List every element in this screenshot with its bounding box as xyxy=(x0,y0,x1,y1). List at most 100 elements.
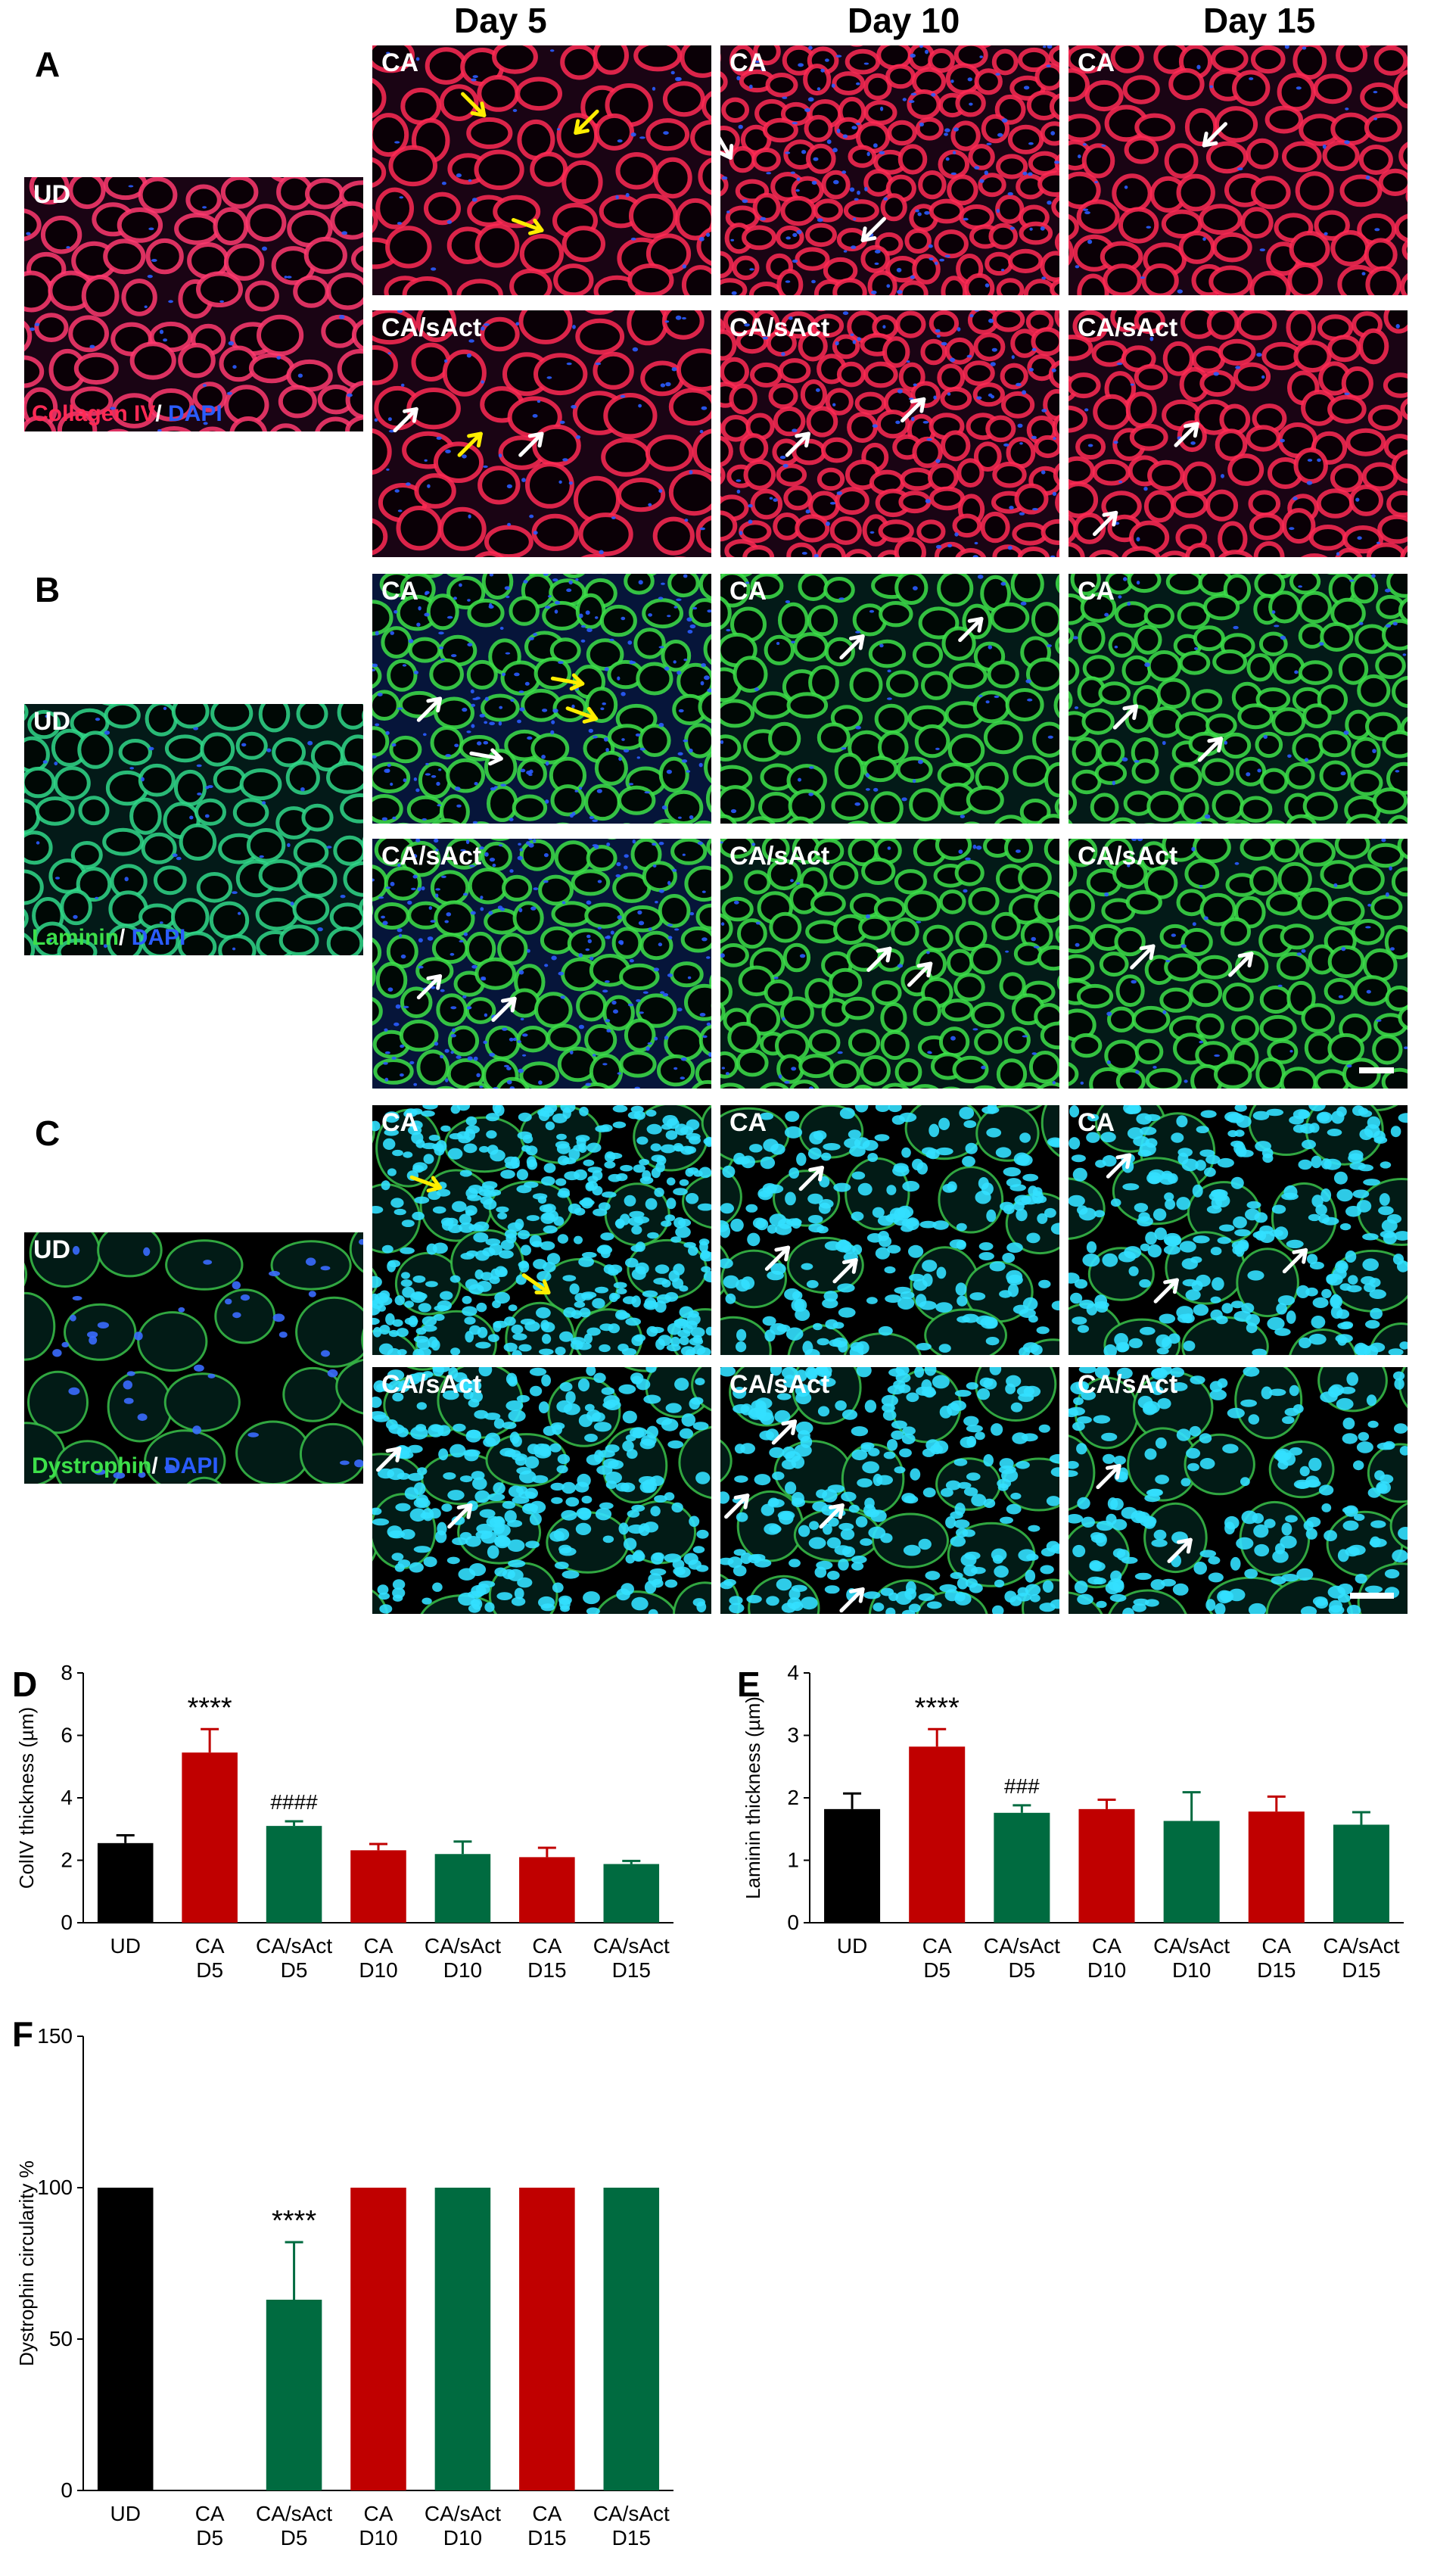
nucleus xyxy=(400,383,405,387)
fiber xyxy=(372,726,390,757)
nucleus xyxy=(1376,541,1380,544)
nucleus xyxy=(203,422,208,425)
nucleus xyxy=(947,1403,960,1416)
nucleus xyxy=(1380,1230,1395,1238)
nucleus xyxy=(880,1533,893,1543)
fiber xyxy=(372,762,411,793)
y-tick-label: 2 xyxy=(61,1849,73,1872)
nucleus xyxy=(823,1523,832,1535)
bar xyxy=(519,1857,575,1923)
nucleus xyxy=(459,1170,472,1177)
nucleus xyxy=(1076,1416,1092,1424)
fiber xyxy=(873,897,907,921)
nucleus xyxy=(823,1143,841,1151)
fiber xyxy=(1092,459,1131,486)
fiber xyxy=(848,821,869,824)
nucleus xyxy=(494,1291,510,1304)
nucleus xyxy=(875,1247,890,1260)
nucleus xyxy=(661,1220,672,1227)
nucleus xyxy=(1271,1204,1286,1214)
fiber xyxy=(817,722,851,753)
fiber xyxy=(213,765,247,793)
arrow-icon xyxy=(832,1258,858,1284)
nucleus xyxy=(583,1591,600,1605)
nucleus xyxy=(1171,1132,1184,1143)
nucleus xyxy=(1181,1258,1198,1270)
fiber xyxy=(1212,649,1248,674)
nucleus xyxy=(434,839,439,843)
nucleus xyxy=(609,638,614,641)
nucleus xyxy=(1000,1516,1013,1524)
nucleus xyxy=(1230,1300,1244,1309)
nucleus xyxy=(502,1500,516,1509)
nucleus xyxy=(966,1425,983,1433)
nucleus xyxy=(556,1400,573,1413)
nucleus xyxy=(1162,1010,1167,1014)
fiber xyxy=(720,251,734,279)
nucleus xyxy=(1394,1231,1408,1241)
x-tick-label: CA xyxy=(364,1934,393,1958)
nucleus xyxy=(1139,1126,1157,1135)
nucleus xyxy=(967,77,972,82)
nucleus xyxy=(546,1253,561,1265)
nucleus xyxy=(241,743,247,747)
nucleus xyxy=(1168,1333,1180,1344)
nucleus xyxy=(1202,237,1206,241)
fiber xyxy=(1272,653,1305,684)
nucleus xyxy=(888,1105,902,1113)
nucleus xyxy=(585,948,590,952)
nucleus xyxy=(518,908,523,913)
nucleus xyxy=(1069,1470,1078,1478)
nucleus xyxy=(1366,989,1371,994)
nucleus xyxy=(577,1378,590,1392)
nucleus xyxy=(509,1037,514,1042)
fiber xyxy=(693,820,711,824)
fiber xyxy=(1206,310,1240,340)
nucleus xyxy=(888,1592,899,1601)
nucleus xyxy=(615,1310,628,1320)
fiber xyxy=(1156,677,1190,709)
fiber xyxy=(173,769,207,806)
nucleus xyxy=(1294,670,1299,674)
y-tick-label: 4 xyxy=(61,1786,73,1809)
fiber xyxy=(952,513,982,538)
nucleus xyxy=(1333,883,1338,887)
nucleus xyxy=(634,1086,640,1089)
y-tick-label: 0 xyxy=(61,2478,73,2502)
tile-label: CA/sAct xyxy=(729,313,830,342)
nucleus xyxy=(574,1301,586,1308)
nucleus xyxy=(172,853,178,858)
nucleus xyxy=(518,1491,537,1499)
nucleus xyxy=(1274,625,1280,628)
nucleus xyxy=(1131,980,1137,984)
fiber xyxy=(1143,603,1175,629)
nucleus xyxy=(467,1195,482,1201)
nucleus xyxy=(1074,706,1079,709)
nucleus xyxy=(624,854,629,858)
nucleus xyxy=(782,96,788,99)
fiber xyxy=(941,430,971,462)
arrow-icon xyxy=(469,748,503,766)
nucleus xyxy=(915,209,919,213)
fiber xyxy=(584,310,615,315)
nucleus xyxy=(436,436,442,440)
nucleus xyxy=(1162,740,1166,746)
fiber xyxy=(493,195,541,229)
nucleus xyxy=(698,762,703,768)
fiber xyxy=(223,243,265,281)
nucleus xyxy=(565,1497,580,1507)
nucleus xyxy=(383,1062,388,1065)
fiber xyxy=(1398,1005,1408,1030)
nucleus xyxy=(674,1378,689,1391)
nucleus xyxy=(1233,1310,1252,1322)
nucleus xyxy=(479,714,486,718)
fiber xyxy=(703,634,711,665)
nucleus xyxy=(1376,1019,1382,1022)
fiber xyxy=(24,766,56,799)
fiber xyxy=(436,1086,456,1089)
fiber xyxy=(351,319,363,351)
nucleus xyxy=(1020,601,1027,606)
nucleus xyxy=(621,692,626,696)
nucleus xyxy=(827,1571,840,1581)
nucleus xyxy=(1106,1060,1111,1064)
